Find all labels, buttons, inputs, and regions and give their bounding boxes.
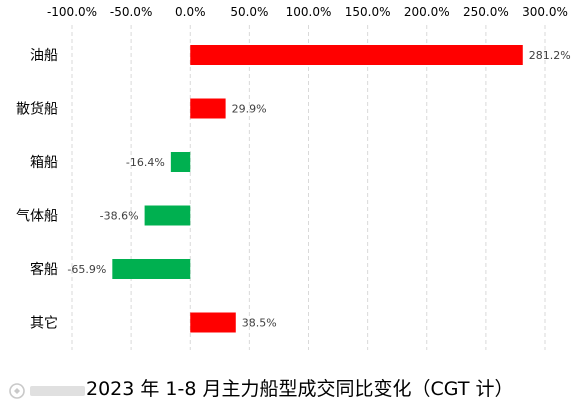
watermark-logo-icon <box>9 383 85 399</box>
data-label: -38.6% <box>100 210 139 223</box>
category-label: 油船 <box>30 48 58 64</box>
x-tick-label: 300.0% <box>522 5 568 19</box>
x-tick-label: 100.0% <box>286 5 332 19</box>
x-tick-label: 150.0% <box>345 5 391 19</box>
x-tick-label: 250.0% <box>463 5 509 19</box>
category-label: 客船 <box>30 261 58 278</box>
bar <box>190 98 226 119</box>
data-label: -65.9% <box>67 263 106 276</box>
data-label: 29.9% <box>232 103 267 116</box>
bar <box>170 152 191 172</box>
bar <box>144 205 191 226</box>
x-tick-label: -100.0% <box>47 5 97 19</box>
x-tick-label: 50.0% <box>230 5 268 19</box>
data-label: -16.4% <box>126 156 165 169</box>
bar <box>190 312 236 333</box>
data-label: 281.2% <box>529 49 571 62</box>
category-label: 气体船 <box>16 209 58 225</box>
x-tick-label: 200.0% <box>404 5 450 19</box>
data-label: 38.5% <box>242 317 277 330</box>
x-tick-label: 0.0% <box>175 5 206 19</box>
category-label: 散货船 <box>16 101 58 118</box>
category-label: 箱船 <box>30 155 58 171</box>
chart-title: 2023 年 1-8 月主力船型成交同比变化（CGT 计） <box>86 378 514 400</box>
x-tick-label: -50.0% <box>110 5 152 19</box>
bar <box>112 259 191 279</box>
category-label: 其它 <box>30 315 58 332</box>
bar <box>190 45 523 65</box>
